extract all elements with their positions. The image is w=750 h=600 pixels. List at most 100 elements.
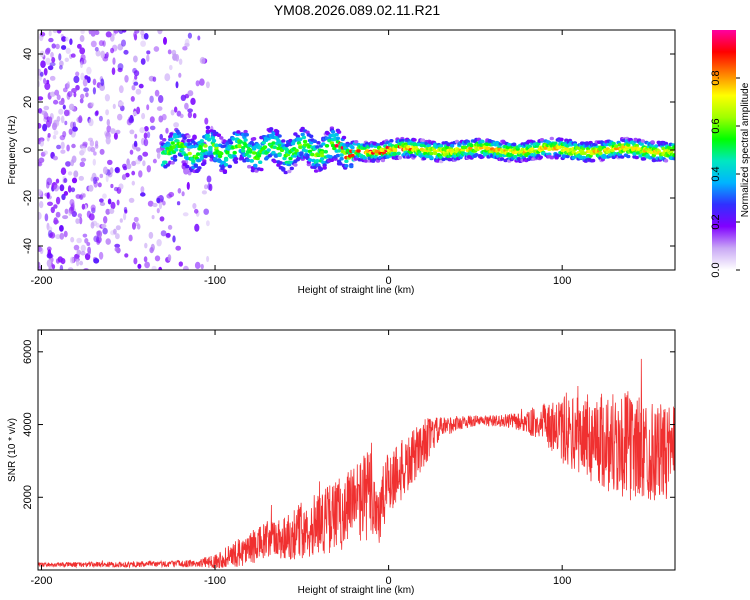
heatmap-cell — [53, 99, 59, 105]
heatmap-cell — [63, 109, 70, 117]
heatmap-cell — [39, 201, 44, 209]
heatmap-cell — [105, 136, 111, 145]
heatmap-cell — [46, 246, 52, 252]
heatmap-cell — [211, 138, 217, 143]
heatmap-cell — [641, 157, 647, 161]
heatmap-cell — [156, 106, 163, 111]
heatmap-cell — [88, 118, 94, 127]
heatmap-cell — [85, 92, 89, 98]
heatmap-cell — [126, 163, 132, 170]
heatmap-cell — [194, 223, 200, 232]
heatmap-cell — [258, 160, 263, 164]
heatmap-cell — [429, 156, 434, 160]
heatmap-cell — [672, 156, 675, 161]
heatmap-cell — [64, 57, 70, 62]
heatmap-cell — [129, 149, 134, 155]
heatmap-cell — [38, 211, 42, 220]
heatmap-cell — [180, 94, 187, 102]
heatmap-cell — [374, 149, 379, 154]
heatmap-cell — [469, 143, 474, 148]
heatmap-cell — [73, 75, 80, 84]
heatmap-cell — [61, 45, 67, 50]
heatmap-cell — [167, 224, 173, 230]
heatmap-cell — [59, 184, 65, 192]
heatmap-cell — [88, 213, 95, 221]
heatmap-cell — [163, 36, 167, 45]
heatmap-cell — [178, 261, 183, 267]
heatmap-cell — [146, 131, 151, 139]
heatmap-cell — [60, 141, 65, 150]
heatmap-cell — [426, 143, 432, 148]
heatmap-cell — [626, 143, 631, 147]
spectrogram-x-label: Height of straight line (km) — [298, 285, 415, 296]
heatmap-cell — [582, 151, 587, 155]
colorbar-tick-label: 0.2 — [710, 214, 722, 229]
heatmap-cell — [88, 137, 93, 142]
heatmap-cell — [152, 202, 158, 208]
heatmap-cell — [107, 159, 113, 165]
heatmap-cell — [505, 145, 511, 150]
heatmap-cell — [288, 156, 293, 161]
heatmap-cell — [565, 154, 570, 159]
heatmap-cell — [62, 215, 69, 220]
heatmap-cell — [147, 200, 154, 207]
heatmap-cell — [115, 225, 121, 231]
heatmap-cell — [634, 143, 639, 148]
heatmap-cell — [163, 160, 168, 165]
heatmap-cell — [375, 143, 381, 147]
heatmap-cell — [72, 121, 76, 129]
heatmap-cell — [112, 57, 116, 65]
heatmap-cell — [187, 170, 192, 176]
heatmap-cell — [549, 155, 554, 160]
heatmap-cell — [68, 128, 73, 135]
heatmap-cell — [131, 170, 136, 176]
heatmap-cell — [187, 151, 192, 156]
heatmap-cell — [441, 157, 446, 162]
heatmap-cell — [87, 246, 91, 254]
heatmap-cell — [140, 58, 146, 65]
heatmap-cell — [176, 131, 181, 136]
heatmap-cell — [216, 133, 222, 137]
heatmap-cell — [71, 177, 78, 184]
heatmap-cell — [219, 151, 224, 156]
heatmap-cell — [114, 167, 120, 173]
heatmap-cell — [89, 140, 95, 147]
heatmap-cell — [432, 151, 438, 155]
heatmap-cell — [47, 133, 51, 138]
heatmap-cell — [192, 203, 197, 209]
heatmap-cell — [38, 122, 42, 129]
heatmap-cell — [335, 136, 341, 141]
heatmap-cell — [94, 46, 99, 52]
heatmap-cell — [273, 154, 279, 158]
heatmap-cell — [633, 137, 638, 142]
heatmap-cell — [553, 141, 558, 146]
heatmap-cell — [140, 40, 147, 47]
heatmap-cell — [55, 211, 61, 218]
heatmap-cell — [134, 133, 138, 139]
heatmap-cell — [137, 263, 142, 269]
heatmap-cell — [205, 81, 210, 89]
heatmap-cell — [247, 164, 252, 169]
heatmap-cell — [40, 60, 46, 68]
heatmap-cell — [307, 158, 313, 162]
heatmap-cell — [113, 132, 118, 140]
heatmap-cell — [38, 96, 44, 101]
y-tick-label: 0 — [22, 147, 34, 153]
heatmap-cell — [140, 30, 145, 36]
heatmap-cell — [354, 140, 359, 144]
heatmap-cell — [47, 201, 53, 206]
heatmap-cell — [138, 170, 143, 178]
heatmap-cell — [105, 31, 112, 38]
heatmap-cell — [454, 139, 460, 144]
heatmap-cell — [316, 141, 321, 145]
heatmap-cell — [159, 216, 165, 222]
heatmap-cell — [170, 109, 175, 116]
heatmap-cell — [67, 185, 72, 193]
heatmap-cell — [123, 212, 127, 221]
heatmap-cell — [250, 168, 256, 173]
heatmap-cell — [135, 147, 141, 152]
heatmap-cell — [148, 231, 154, 239]
heatmap-cell — [307, 149, 313, 154]
spectrogram-cells — [38, 30, 675, 270]
